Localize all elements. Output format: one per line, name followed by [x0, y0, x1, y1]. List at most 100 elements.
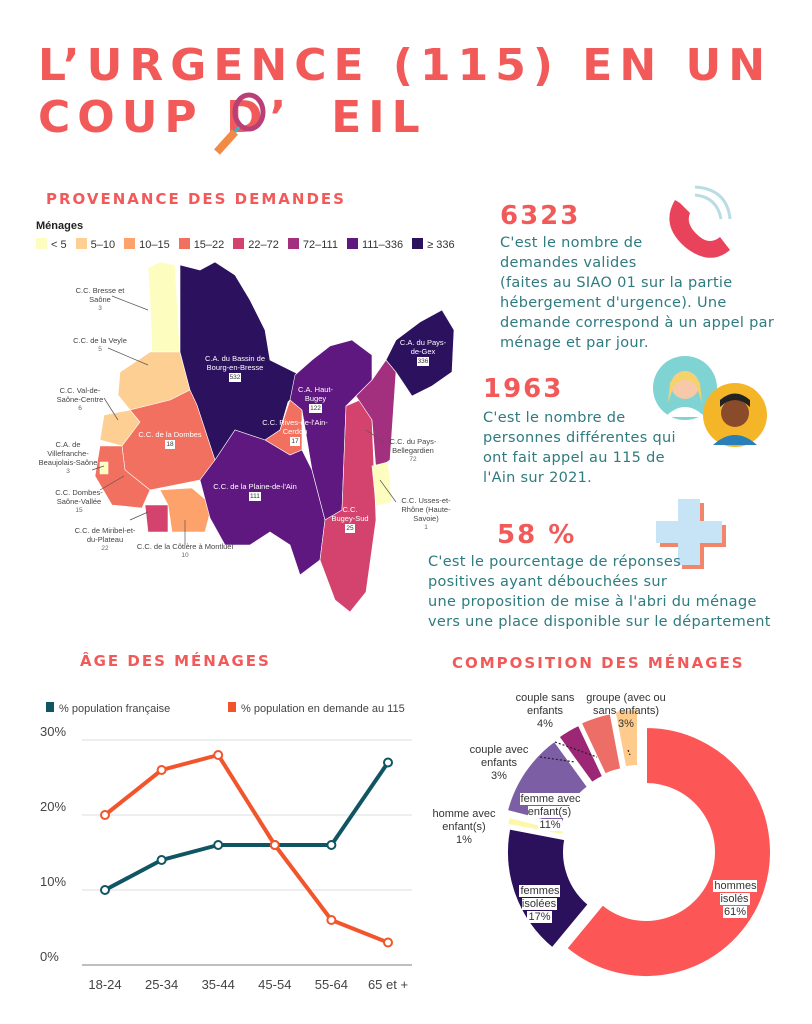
region-value: 5 — [98, 346, 102, 353]
legend-item: 15–22 — [178, 238, 225, 251]
data-point[interactable] — [269, 840, 280, 850]
data-point[interactable] — [383, 937, 393, 948]
map-region[interactable] — [371, 461, 393, 507]
stat-value: 6323 — [500, 201, 581, 231]
medical-cross-icon — [656, 499, 726, 569]
map-legend: < 5 5–10 10–15 15–22 22–72 72–111 111–336 ≥ 336 — [36, 238, 455, 251]
region-value: 3 — [66, 468, 70, 475]
region-name: C.A. de Villefranche-Beaujolais-Saône — [38, 440, 98, 467]
stat-line: demande correspond à un appel par — [500, 315, 775, 331]
legend-label: % population française — [59, 703, 171, 715]
region-name: C.C. de la Veyle — [73, 336, 127, 345]
region-value: 1 — [424, 524, 428, 531]
region-value: 111 — [249, 492, 261, 501]
map-region[interactable] — [144, 504, 169, 533]
legend-swatch — [233, 238, 245, 249]
data-point[interactable] — [326, 915, 337, 925]
donut-label: femme avec enfant(s) 11% — [515, 793, 585, 832]
legend-item: ≥ 336 — [412, 238, 455, 251]
page-title-line1: L’URGENCE (115) EN UN — [38, 40, 773, 91]
x-tick-label: 55-64 — [314, 977, 349, 992]
data-point[interactable] — [100, 885, 110, 895]
map-label: C.A. du Bassin de Bourg-en-Bresse 532 — [200, 354, 270, 382]
legend-item: 5–10 — [75, 238, 116, 251]
y-tick-label: 0% — [40, 949, 59, 964]
stat-value: 58 % — [497, 520, 577, 550]
x-tick-label: 18-24 — [88, 977, 122, 992]
map-label: C.A. Haut-Bugey 122 — [288, 385, 343, 413]
stat-line: positives ayant débouchées sur — [428, 574, 668, 590]
slice-percent: 3% — [491, 770, 507, 782]
region-name: C.A. du Pays-de-Gex — [399, 338, 447, 356]
region-value: 532 — [228, 373, 242, 382]
slice-percent: 11% — [538, 819, 562, 831]
region-value: 72 — [409, 456, 417, 463]
stat-description: C'est le pourcentage de réponses positive… — [428, 552, 771, 632]
map-region[interactable] — [289, 339, 373, 521]
donut-slice[interactable] — [579, 712, 623, 776]
map-region[interactable] — [355, 359, 397, 471]
map-label: C.C. Rives-de-l'Ain-Cerdon 17 — [260, 418, 330, 446]
legend-swatch — [346, 238, 358, 249]
data-point[interactable] — [326, 840, 337, 850]
slice-percent: 3% — [618, 718, 634, 730]
data-point[interactable] — [213, 750, 224, 760]
map-label: C.C. de la Plaine-de-l'Ain 111 — [205, 482, 305, 501]
region-name: C.C. Bugey-Sud — [331, 505, 369, 523]
map-region[interactable] — [199, 429, 326, 576]
legend-item: < 5 — [36, 238, 67, 251]
data-point[interactable] — [156, 765, 167, 775]
x-tick-label: 35-44 — [201, 977, 235, 992]
region-name: C.C. Rives-de-l'Ain-Cerdon — [262, 418, 328, 436]
legend-label: 5–10 — [90, 239, 116, 251]
legend-swatch — [228, 702, 236, 712]
people-icon — [653, 356, 767, 447]
map-region[interactable] — [159, 487, 213, 533]
data-point[interactable] — [383, 757, 393, 768]
leader-line — [365, 429, 385, 443]
leader-line — [627, 749, 631, 756]
region-name: C.C. de la Côtière à Montluel — [136, 542, 234, 551]
legend-item: 111–336 — [346, 238, 403, 251]
legend-label: < 5 — [51, 239, 67, 251]
map-region[interactable] — [385, 309, 455, 397]
region-value: 10 — [181, 552, 189, 559]
data-point[interactable] — [213, 840, 224, 850]
map-region[interactable] — [99, 461, 109, 475]
stat-line: vers une place disponible sur le départe… — [428, 614, 771, 630]
legend-swatch — [124, 238, 136, 249]
map-label: C.C. Usses-et-Rhône (Haute-Savoie) 1 — [396, 496, 456, 532]
legend-label: 72–111 — [302, 239, 338, 251]
section-title-provenance: PROVENANCE DES DEMANDES — [46, 190, 346, 208]
region-name: C.C. Dombes-Saône-Vallée — [55, 488, 103, 506]
slice-label: femme avec enfant(s) — [519, 793, 581, 818]
map-label: C.C. de la Veyle 5 — [70, 336, 130, 354]
map-label: C.C. de la Côtière à Montluel 10 — [130, 542, 240, 560]
donut-label: homme avec enfant(s) 1% — [424, 808, 504, 847]
leader-line — [91, 465, 105, 471]
map-legend-title: Ménages — [36, 220, 84, 232]
donut-slice[interactable] — [613, 707, 639, 769]
stat-line: demandes valides — [500, 255, 637, 271]
map-label: C.C. de la Dombes 18 — [130, 430, 210, 449]
legend-label: 15–22 — [193, 239, 225, 251]
leader-line — [379, 479, 397, 503]
stat-value: 1963 — [483, 374, 564, 404]
data-point[interactable] — [156, 855, 167, 865]
donut-label: couple avec enfants 3% — [464, 744, 534, 783]
donut-slice[interactable] — [564, 725, 772, 978]
slice-label: femmes isolées — [519, 885, 560, 910]
legend-swatch — [46, 702, 54, 712]
data-point[interactable] — [100, 810, 110, 820]
slice-label: groupe (avec ou sans enfants) — [586, 692, 666, 717]
region-name: C.A. Haut-Bugey — [297, 385, 333, 403]
slice-label: hommes isolés — [713, 880, 757, 905]
page-title-line2: COUP D’ EIL — [38, 92, 427, 144]
donut-label: couple sans enfants 4% — [510, 692, 580, 731]
legend-label: 10–15 — [139, 239, 170, 251]
donut-slice[interactable] — [557, 723, 605, 785]
stat-description: C'est le nombre de demandes valides (faite… — [500, 233, 774, 353]
stat-line: C'est le nombre de — [500, 235, 643, 251]
stat-line: l'Ain sur 2021. — [483, 470, 593, 486]
